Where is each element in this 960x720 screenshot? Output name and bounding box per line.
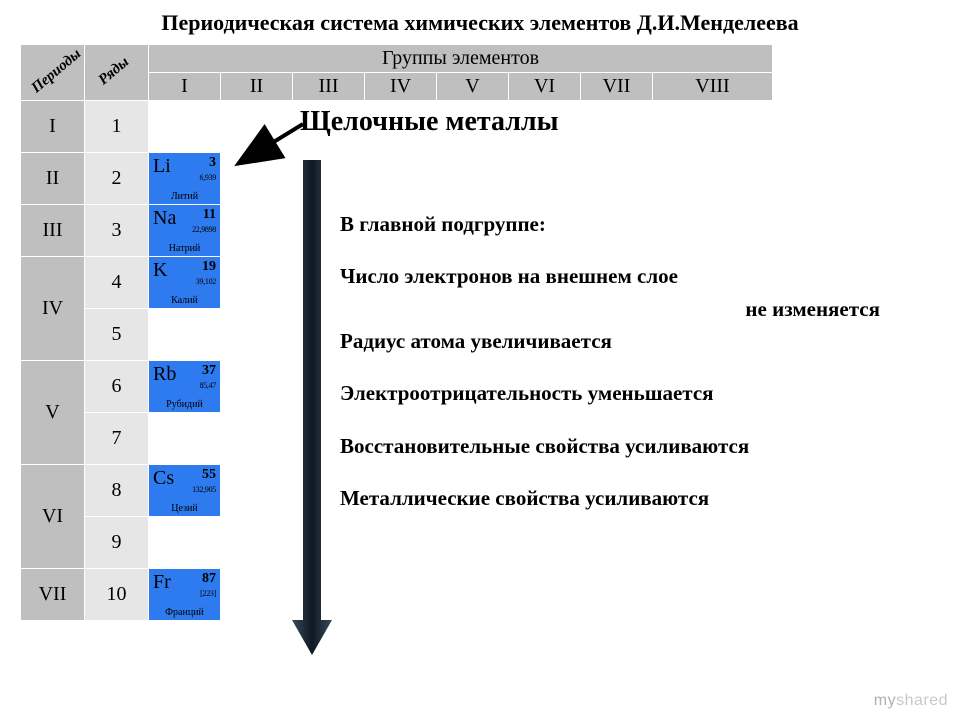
text-line: Металлические свойства усиливаются — [340, 484, 900, 512]
element-mass: [223] — [200, 589, 216, 598]
group-col: IV — [365, 73, 437, 101]
row-number: 7 — [85, 413, 149, 465]
element-number: 19 — [202, 259, 216, 275]
element-name: Литий — [149, 191, 220, 202]
group-col: III — [293, 73, 365, 101]
row-number: 2 — [85, 153, 149, 205]
element-fr: Fr 87 [223] Франций — [149, 569, 221, 621]
text-line: Электроотрицательность уменьшается — [340, 379, 900, 407]
element-name: Калий — [149, 295, 220, 306]
page-title: Периодическая система химических элемент… — [0, 0, 960, 42]
period-label: III — [21, 205, 85, 257]
element-mass: 6,939 — [199, 173, 216, 182]
text-line: не изменяется — [340, 295, 900, 323]
element-li: Li 3 6,939 Литий — [149, 153, 221, 205]
body-text: В главной подгруппе: Число электронов на… — [340, 210, 900, 516]
element-number: 55 — [202, 467, 216, 483]
period-label: II — [21, 153, 85, 205]
element-mass: 132,905 — [192, 485, 216, 494]
row-number: 9 — [85, 517, 149, 569]
text-line: Число электронов на внешнем слое — [340, 262, 900, 290]
empty-cell — [149, 413, 221, 465]
empty-cell — [149, 309, 221, 361]
row-number: 6 — [85, 361, 149, 413]
element-na: Na 11 22,9898 Натрий — [149, 205, 221, 257]
period-label: V — [21, 361, 85, 465]
element-name: Цезий — [149, 503, 220, 514]
element-symbol: Cs — [153, 467, 174, 490]
element-rb: Rb 37 85,47 Рубидий — [149, 361, 221, 413]
group-col: I — [149, 73, 221, 101]
row-number: 3 — [85, 205, 149, 257]
element-mass: 39,102 — [196, 277, 216, 286]
empty-cell — [149, 517, 221, 569]
row-number: 10 — [85, 569, 149, 621]
periods-header: Периоды — [21, 45, 85, 101]
row-number: 5 — [85, 309, 149, 361]
element-number: 87 — [202, 571, 216, 587]
text-line: Восстановительные свойства усиливаются — [340, 432, 900, 460]
groups-header: Группы элементов — [149, 45, 773, 73]
element-mass: 22,9898 — [192, 225, 216, 234]
text-heading: В главной подгруппе: — [340, 210, 900, 238]
element-name: Франций — [149, 607, 220, 618]
element-mass: 85,47 — [199, 381, 216, 390]
element-number: 3 — [209, 155, 216, 171]
row-number: 1 — [85, 101, 149, 153]
group-col: VIII — [653, 73, 773, 101]
group-col: VI — [509, 73, 581, 101]
period-label: I — [21, 101, 85, 153]
period-label: VI — [21, 465, 85, 569]
period-label: IV — [21, 257, 85, 361]
element-symbol: K — [153, 259, 167, 282]
subtitle: Щелочные металлы — [300, 106, 559, 138]
group-col: VII — [581, 73, 653, 101]
rows-header: Ряды — [85, 45, 149, 101]
element-cs: Cs 55 132,905 Цезий — [149, 465, 221, 517]
row-number: 4 — [85, 257, 149, 309]
element-number: 37 — [202, 363, 216, 379]
period-label: VII — [21, 569, 85, 621]
element-symbol: Fr — [153, 571, 171, 594]
row-number: 8 — [85, 465, 149, 517]
group-col: V — [437, 73, 509, 101]
text-line: Радиус атома увеличивается — [340, 327, 900, 355]
group-col: II — [221, 73, 293, 101]
element-name: Натрий — [149, 243, 220, 254]
arrow-long-icon — [292, 160, 332, 660]
watermark: myshared — [874, 692, 948, 710]
element-k: K 19 39,102 Калий — [149, 257, 221, 309]
element-name: Рубидий — [149, 399, 220, 410]
element-symbol: Na — [153, 207, 176, 230]
element-symbol: Rb — [153, 363, 176, 386]
element-symbol: Li — [153, 155, 171, 178]
element-number: 11 — [203, 207, 216, 223]
